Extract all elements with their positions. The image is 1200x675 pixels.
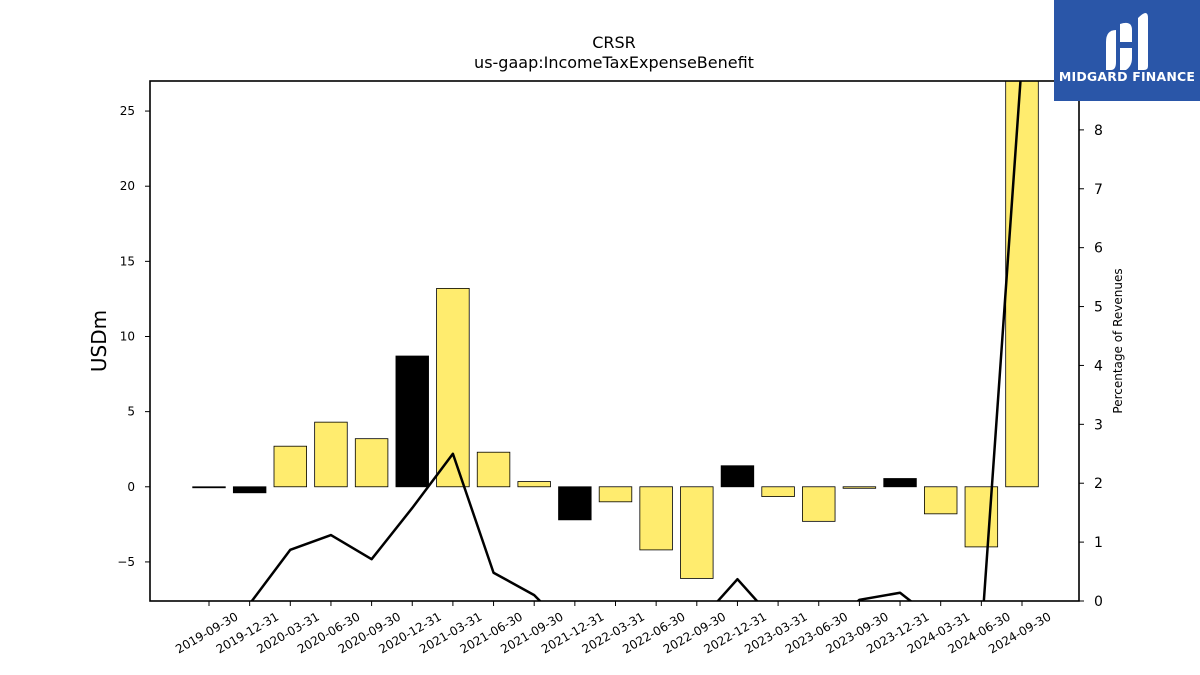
y2-tick-label: 8	[1094, 123, 1103, 139]
y-axis: −5 0 5 10 15 20 25	[117, 104, 150, 569]
y-tick-label: 20	[120, 179, 135, 193]
y-tick-label: 10	[120, 329, 135, 343]
bar	[273, 445, 307, 488]
bar	[883, 478, 917, 488]
bar	[802, 486, 836, 522]
y2-tick-label: 3	[1094, 417, 1103, 433]
y2-axis: 0 1 2 3 4 5 6 7 8	[1079, 123, 1103, 610]
bar	[924, 486, 958, 515]
y2-tick-label: 7	[1094, 182, 1103, 198]
y-tick-label: −5	[117, 555, 135, 569]
y2-tick-label: 4	[1094, 358, 1103, 374]
bars	[192, 81, 1039, 579]
y-tick-label: 0	[127, 480, 135, 494]
bar	[598, 486, 633, 503]
bar	[232, 486, 267, 494]
bar	[314, 421, 348, 488]
y2-tick-label: 5	[1094, 300, 1103, 316]
y2-tick-label: 1	[1094, 535, 1103, 551]
y-tick-label: 5	[127, 405, 135, 419]
revenue-percentage-line-layer	[250, 81, 1022, 601]
y2-tick-label: 2	[1094, 476, 1103, 492]
logo-text: MIDGARD FINANCE	[1058, 69, 1196, 84]
midgard-finance-logo: MIDGARD FINANCE	[1054, 0, 1200, 101]
revenue-percentage-line	[250, 81, 1022, 601]
chart-title: CRSR	[592, 33, 636, 52]
y2-axis-label: Percentage of Revenues	[1111, 268, 1125, 413]
bar	[354, 438, 389, 488]
bar	[720, 465, 755, 488]
bar	[395, 355, 429, 488]
bar	[1005, 81, 1039, 488]
plot-frame	[149, 80, 1080, 602]
bar	[558, 486, 592, 521]
y2-tick-label: 6	[1094, 241, 1103, 257]
bar	[761, 486, 795, 497]
y2-tick-label: 0	[1094, 594, 1103, 610]
bar	[964, 486, 999, 548]
bar	[639, 486, 673, 551]
y-axis-label: USDm	[87, 310, 111, 372]
y-tick-label: 25	[120, 104, 135, 118]
chart-subtitle: us-gaap:IncomeTaxExpenseBenefit	[474, 53, 754, 72]
bar	[192, 486, 226, 489]
bar	[842, 486, 877, 489]
midgard-logo-icon	[1106, 13, 1148, 70]
x-axis: 2019-09-302019-12-312020-03-312020-06-30…	[173, 601, 1054, 656]
y-tick-label: 15	[120, 254, 135, 268]
bar	[476, 451, 511, 488]
bar	[680, 486, 714, 579]
bar	[517, 481, 551, 488]
